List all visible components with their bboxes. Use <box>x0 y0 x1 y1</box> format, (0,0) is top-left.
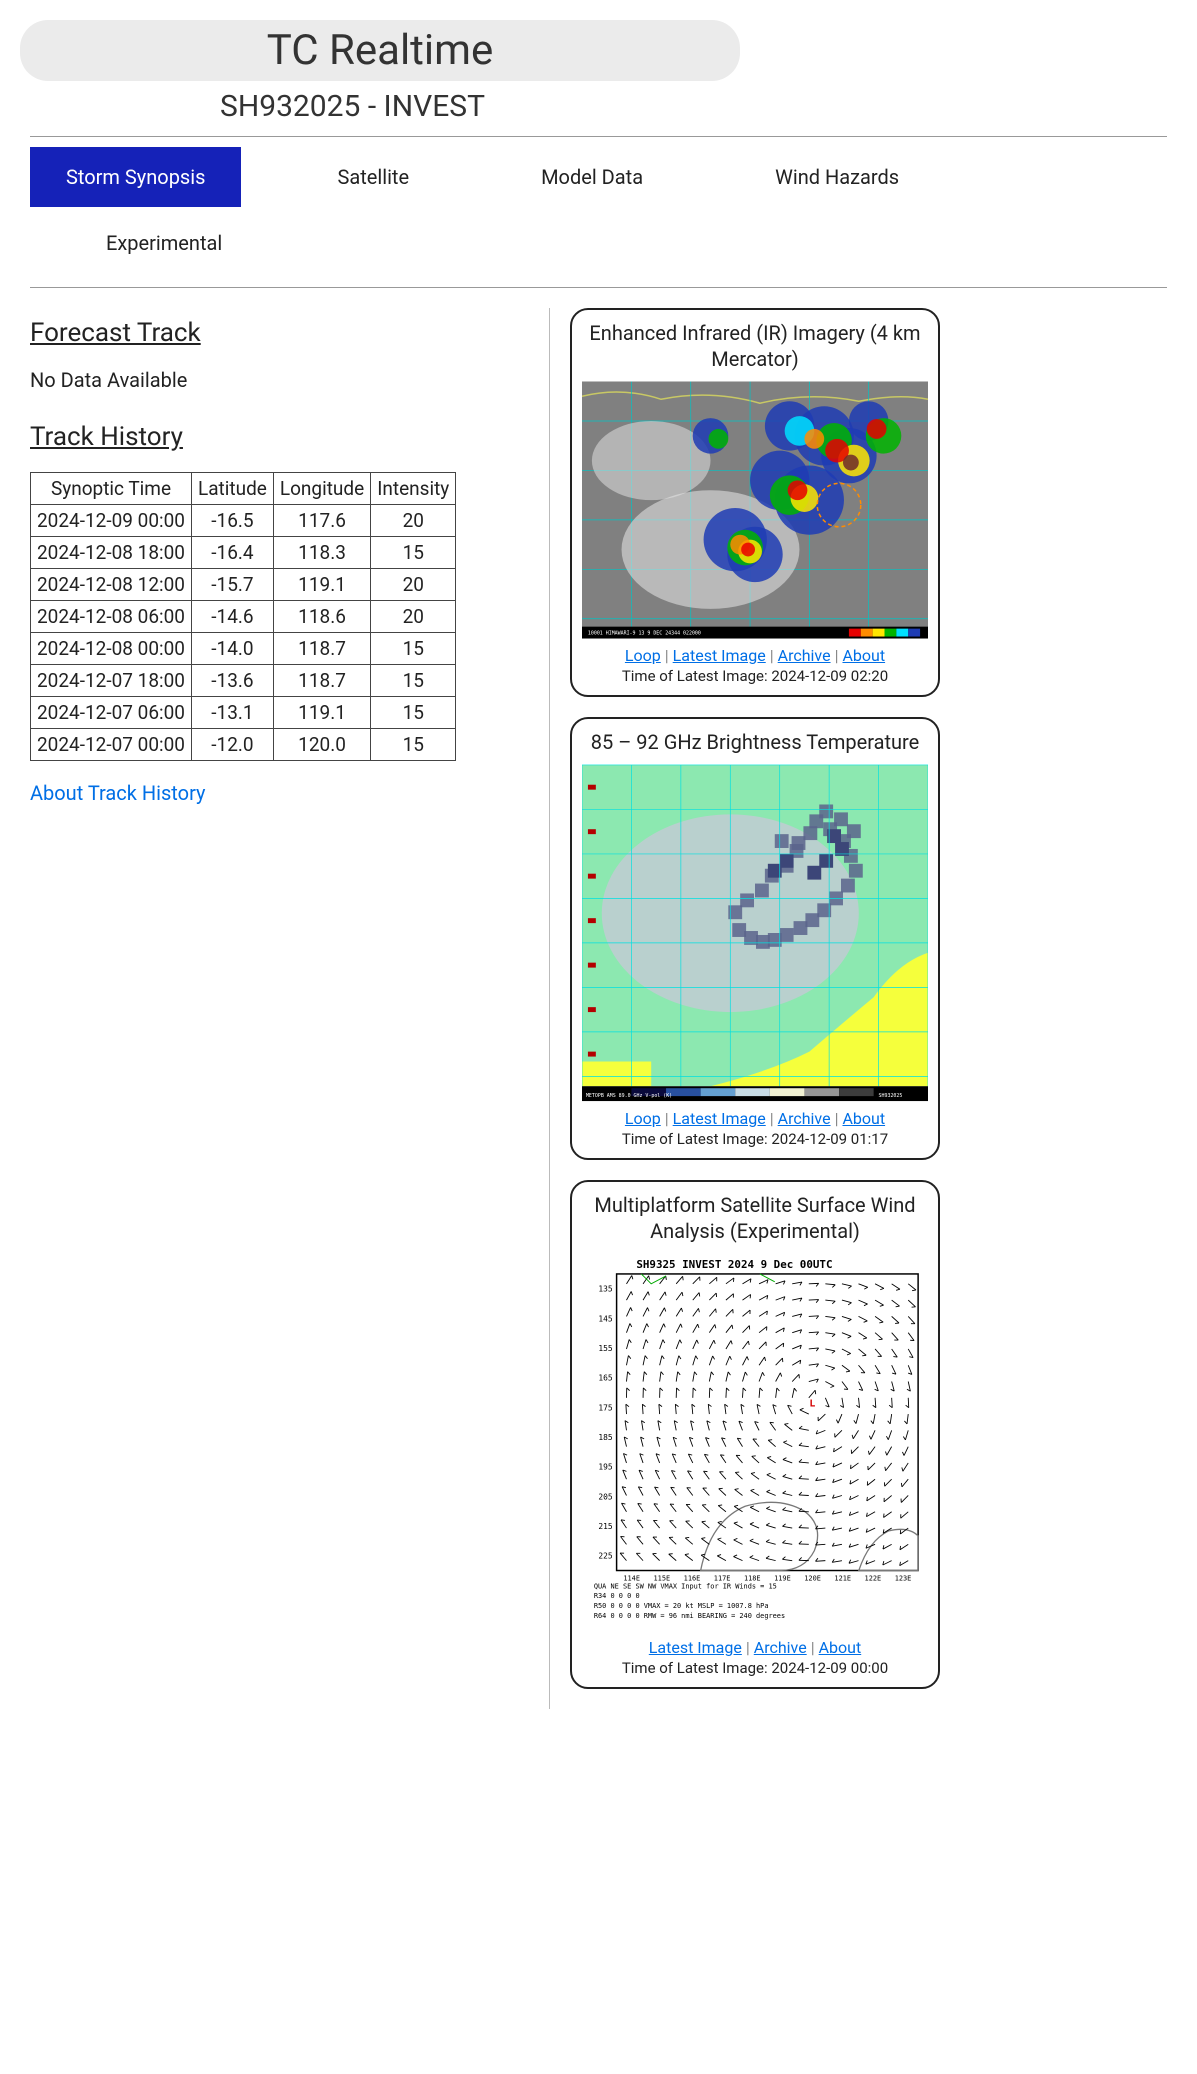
archive-link[interactable]: Archive <box>778 1109 831 1128</box>
table-row: 2024-12-08 00:00-14.0118.715 <box>31 633 456 665</box>
col-header: Longitude <box>273 473 370 505</box>
svg-text:10001 HIMAWARI-9 13 9 DEC 243: 10001 HIMAWARI-9 13 9 DEC 24344 022000 <box>588 631 701 637</box>
svg-text:119E: 119E <box>774 1574 791 1582</box>
table-row: 2024-12-08 12:00-15.7119.120 <box>31 569 456 601</box>
col-header: Intensity <box>371 473 456 505</box>
bt-title: 85 – 92 GHz Brightness Temperature <box>582 729 928 755</box>
bt-card: 85 – 92 GHz Brightness Temperature METOP… <box>570 717 940 1160</box>
svg-text:R34 0 0 0 0: R34 0 0 0 0 <box>594 1592 640 1600</box>
svg-text:R64 0 0 0 0 RMW: R64 0 0 0 0 RMW = 96 nmi BEARING = 240 d… <box>594 1612 785 1620</box>
about-track-link[interactable]: About Track History <box>30 781 205 805</box>
header: TC Realtime SH932025 - INVEST <box>20 20 1177 124</box>
svg-text:185: 185 <box>598 1433 613 1442</box>
svg-text:135: 135 <box>598 1285 613 1294</box>
col-header: Synoptic Time <box>31 473 192 505</box>
tab-satellite[interactable]: Satellite <box>301 147 445 207</box>
svg-text:115E: 115E <box>654 1574 671 1582</box>
wind-card: Multiplatform Satellite Surface Wind Ana… <box>570 1180 940 1689</box>
svg-text:215: 215 <box>598 1522 613 1531</box>
table-row: 2024-12-08 18:00-16.4118.315 <box>31 537 456 569</box>
svg-text:122E: 122E <box>865 1574 882 1582</box>
loop-link[interactable]: Loop <box>625 1109 661 1128</box>
col-header: Latitude <box>191 473 273 505</box>
left-column: Forecast Track No Data Available Track H… <box>30 308 550 1709</box>
svg-text:175: 175 <box>598 1403 613 1412</box>
ir-title: Enhanced Infrared (IR) Imagery (4 km Mer… <box>582 320 928 372</box>
track-heading: Track History <box>30 422 529 452</box>
svg-text:145: 145 <box>598 1314 613 1323</box>
bt-links: Loop|Latest Image|Archive|About <box>582 1109 928 1128</box>
tab-bar: Storm Synopsis Satellite Model Data Wind Ha… <box>0 137 1197 287</box>
title-pill: TC Realtime <box>20 20 740 81</box>
tab-storm-synopsis[interactable]: Storm Synopsis <box>30 147 241 207</box>
right-column: Enhanced Infrared (IR) Imagery (4 km Mer… <box>550 308 1167 1709</box>
archive-link[interactable]: Archive <box>754 1638 807 1657</box>
ir-links: Loop|Latest Image|Archive|About <box>582 646 928 665</box>
ir-time: Time of Latest Image: 2024-12-09 02:20 <box>582 667 928 685</box>
table-row: 2024-12-09 00:00-16.5117.620 <box>31 505 456 537</box>
svg-text:SH932025: SH932025 <box>879 1093 903 1099</box>
ir-image[interactable]: 10001 HIMAWARI-9 13 9 DEC 24344 022000 <box>582 380 928 640</box>
wind-title: Multiplatform Satellite Surface Wind Ana… <box>582 1192 928 1244</box>
latest-image-link[interactable]: Latest Image <box>649 1638 742 1657</box>
svg-text:123E: 123E <box>895 1574 912 1582</box>
svg-text:195: 195 <box>598 1463 613 1472</box>
track-table: Synoptic TimeLatitudeLongitudeIntensity … <box>30 472 456 761</box>
table-header-row: Synoptic TimeLatitudeLongitudeIntensity <box>31 473 456 505</box>
svg-text:165: 165 <box>598 1374 613 1383</box>
forecast-nodata: No Data Available <box>30 368 529 392</box>
svg-text:QUA NE SE SW NW VMA: QUA NE SE SW NW VMAX Input for IR Winds … <box>594 1582 777 1590</box>
tab-experimental[interactable]: Experimental <box>70 213 1107 273</box>
main-content: Forecast Track No Data Available Track H… <box>0 308 1197 1709</box>
svg-text:155: 155 <box>598 1344 613 1353</box>
svg-text:L: L <box>809 1398 815 1409</box>
ir-card: Enhanced Infrared (IR) Imagery (4 km Mer… <box>570 308 940 697</box>
wind-links: Latest Image|Archive|About <box>582 1638 928 1657</box>
svg-text:116E: 116E <box>684 1574 701 1582</box>
svg-text:120E: 120E <box>804 1574 821 1582</box>
svg-text:117E: 117E <box>714 1574 731 1582</box>
about-link[interactable]: About <box>819 1638 862 1657</box>
tab-wind-hazards[interactable]: Wind Hazards <box>739 147 935 207</box>
svg-text:SH9325 INVEST 2024 9 D: SH9325 INVEST 2024 9 Dec 00UTC <box>636 1258 832 1271</box>
latest-image-link[interactable]: Latest Image <box>673 1109 766 1128</box>
table-row: 2024-12-08 06:00-14.6118.620 <box>31 601 456 633</box>
svg-text:205: 205 <box>598 1492 613 1501</box>
divider <box>30 287 1167 288</box>
bt-time: Time of Latest Image: 2024-12-09 01:17 <box>582 1130 928 1148</box>
forecast-heading: Forecast Track <box>30 318 529 348</box>
svg-text:114E: 114E <box>623 1574 640 1582</box>
table-row: 2024-12-07 06:00-13.1119.115 <box>31 697 456 729</box>
svg-text:118E: 118E <box>744 1574 761 1582</box>
svg-text:METOPB AMS 89.0 GHz V-pol (K): METOPB AMS 89.0 GHz V-pol (K) <box>586 1093 672 1099</box>
about-link[interactable]: About <box>842 1109 885 1128</box>
tab-model-data[interactable]: Model Data <box>505 147 679 207</box>
bt-image[interactable]: METOPB AMS 89.0 GHz V-pol (K) SH932025 <box>582 763 928 1103</box>
page-subtitle: SH932025 - INVEST <box>220 89 1177 124</box>
wind-time: Time of Latest Image: 2024-12-09 00:00 <box>582 1659 928 1677</box>
table-row: 2024-12-07 18:00-13.6118.715 <box>31 665 456 697</box>
table-row: 2024-12-07 00:00-12.0120.015 <box>31 729 456 761</box>
svg-text:R50 0 0 0 0 VMA: R50 0 0 0 0 VMAX = 20 kt MSLP = 1007.8 h… <box>594 1602 769 1610</box>
latest-image-link[interactable]: Latest Image <box>673 646 766 665</box>
svg-text:225: 225 <box>598 1552 613 1561</box>
svg-text:121E: 121E <box>834 1574 851 1582</box>
about-link[interactable]: About <box>842 646 885 665</box>
page-title: TC Realtime <box>20 26 740 75</box>
archive-link[interactable]: Archive <box>778 646 831 665</box>
wind-image[interactable]: SH9325 INVEST 2024 9 Dec 00UTC 135 145 155 1… <box>582 1252 928 1632</box>
loop-link[interactable]: Loop <box>625 646 661 665</box>
